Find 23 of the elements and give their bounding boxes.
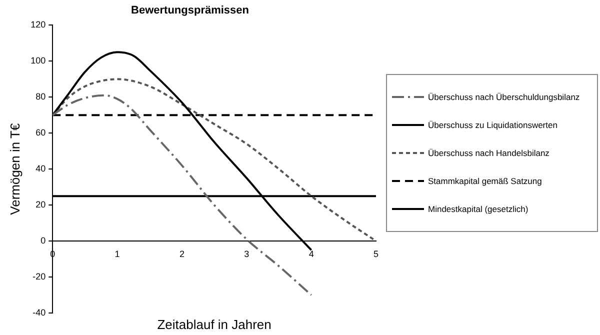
x-tick-label: 2 [179,248,184,259]
y-tick-label: 60 [36,128,46,138]
x-tick-label: 4 [308,248,314,259]
legend-label: Stammkapital gemäß Satzung [428,176,542,186]
x-tick-label: 1 [114,248,120,259]
line-series [52,94,312,296]
legend-label: Überschuss nach Überschuldungsbilanz [428,92,580,102]
y-tick-label: 80 [36,92,46,102]
y-tick-label: -40 [32,307,46,318]
x-tick-label: 5 [373,248,379,259]
y-axis-title: Vermögen in T€ [7,122,22,215]
legend-label: Überschuss nach Handelsbilanz [428,148,550,158]
y-tick-label: 20 [36,200,46,210]
legend-label: Mindestkapital (gesetzlich) [428,204,528,214]
chart-title: Bewertungsprämissen [131,4,250,17]
legend-label: Überschuss zu Liquidationswerten [428,120,558,130]
x-tick-label: 3 [244,248,250,259]
y-tick-label: 120 [30,20,46,30]
y-tick-label: 0 [40,236,46,246]
y-tick-label: 100 [30,56,46,66]
y-tick-label: -20 [32,272,46,282]
x-axis-title: Zeitablauf in Jahren [157,317,272,332]
y-tick-label: 40 [36,164,46,174]
